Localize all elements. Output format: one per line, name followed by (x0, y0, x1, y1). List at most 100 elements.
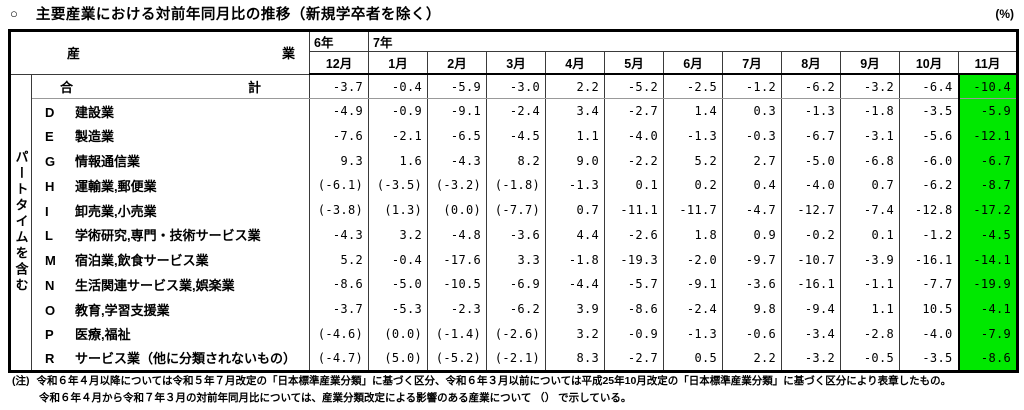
value-cell: 5.2 (309, 247, 370, 272)
value-cell: -5.2 (604, 74, 665, 100)
value-cell: 0.2 (663, 173, 724, 198)
industry-name: 学術研究,専門・技術サービス業 (75, 228, 261, 244)
year-header-6: 6年 (309, 30, 370, 52)
value-cell: -4.0 (604, 123, 665, 149)
table-body: パートタイムを含む 合計 -3.7 -0.4 -5.9 -3.0 2.2 -5.2 -2.5 -1… (9, 74, 1019, 371)
total-row-label: 合計 (30, 74, 311, 100)
industry-code: G (45, 154, 56, 170)
industry-name: 生活関連サービス業,娯楽業 (75, 277, 235, 293)
value-cell: -4.3 (309, 222, 370, 248)
value-cell: -4.7 (722, 197, 783, 223)
value-cell: -9.4 (781, 296, 842, 322)
industry-name: 運輸業,郵便業 (75, 178, 157, 194)
value-cell: -1.3 (663, 321, 724, 347)
value-cell: 0.3 (722, 98, 783, 124)
industry-yoy-table: 産業 6年 7年 12月 1月 2月 3月 4月 5月 6月 7月 8月 9月 10月 11月 パート… (8, 29, 1020, 373)
value-cell-highlighted: -10.4 (957, 74, 1019, 100)
value-cell: -4.9 (309, 98, 370, 124)
industry-code: O (45, 302, 56, 318)
value-cell: 8.2 (486, 148, 547, 173)
value-cell-highlighted: -8.7 (957, 173, 1019, 198)
title-bar: ○ 主要産業における対前年同月比の推移（新規学卒者を除く） (%) (10, 3, 1016, 24)
value-cell: (-4.6) (309, 321, 370, 347)
value-cell-highlighted: -7.9 (957, 321, 1019, 347)
industry-label: N 生活関連サービス業,娯楽業 (30, 272, 311, 297)
table-row: N 生活関連サービス業,娯楽業 -8.6 -5.0 -10.5 -6.9 -4.4 -5.7-… (10, 272, 1019, 297)
value-cell: -12.8 (899, 197, 960, 223)
value-cell: -11.1 (604, 197, 665, 223)
value-cell: 0.7 (840, 173, 901, 198)
industry-label: P 医療,福祉 (30, 321, 311, 347)
value-cell: -6.8 (840, 148, 901, 173)
value-cell: -3.7 (309, 74, 370, 100)
value-cell: 1.6 (368, 148, 429, 173)
unit-label: (%) (995, 6, 1014, 21)
value-cell: (0.0) (427, 197, 488, 223)
value-cell: -2.4 (663, 296, 724, 322)
industry-name: 情報通信業 (75, 154, 141, 170)
value-cell: -3.0 (486, 74, 547, 100)
value-cell-highlighted: -8.6 (957, 346, 1019, 371)
year-header-row: 産業 6年 7年 (8, 30, 1019, 75)
value-cell: 1.4 (663, 98, 724, 124)
industry-name: 卸売業,小売業 (75, 203, 157, 219)
value-cell: 0.4 (722, 173, 783, 198)
month-header: 4月 (545, 51, 606, 75)
value-cell: -3.5 (899, 346, 960, 371)
value-cell: 0.1 (604, 173, 665, 198)
value-cell: -10.5 (427, 272, 488, 297)
value-cell: -8.6 (309, 272, 370, 297)
value-cell: -5.0 (368, 272, 429, 297)
industry-label: D 建設業 (30, 98, 311, 124)
value-cell: -2.5 (663, 74, 724, 100)
industry-code: P (45, 327, 54, 343)
industry-label: H 運輸業,郵便業 (30, 173, 311, 198)
value-cell: 2.7 (722, 148, 783, 173)
row-group-cell: パートタイムを含む (9, 74, 32, 371)
value-cell: -9.1 (427, 98, 488, 124)
value-cell: -3.4 (781, 321, 842, 347)
value-cell: -7.4 (840, 197, 901, 223)
value-cell: (5.0) (368, 346, 429, 371)
value-cell: -9.7 (722, 247, 783, 272)
value-cell: -0.6 (722, 321, 783, 347)
table-row: H 運輸業,郵便業 (-6.1) (-3.5) (-3.2) (-1.8) -1.3 0.1 0… (10, 173, 1019, 198)
value-cell: -5.7 (604, 272, 665, 297)
month-header: 3月 (486, 51, 547, 75)
value-cell: -8.6 (604, 296, 665, 322)
value-cell: -2.1 (368, 123, 429, 149)
value-cell: 1.1 (545, 123, 606, 149)
value-cell: -2.7 (604, 346, 665, 371)
value-cell: -6.2 (899, 173, 960, 198)
value-cell: -0.9 (368, 98, 429, 124)
value-cell: -3.6 (486, 222, 547, 248)
value-cell-highlighted: -17.2 (957, 197, 1019, 223)
value-cell: -0.4 (368, 74, 429, 100)
value-cell: -0.9 (604, 321, 665, 347)
value-cell: -11.7 (663, 197, 724, 223)
value-cell: -1.8 (545, 247, 606, 272)
industry-name: 教育,学習支援業 (75, 302, 170, 318)
value-cell: -4.5 (486, 123, 547, 149)
value-cell: -2.4 (486, 98, 547, 124)
footnote-text-1: 令和６年４月以降については令和５年７月改定の「日本標準産業分類」に基づく区分、令… (36, 375, 952, 387)
industry-name: 宿泊業,飲食サービス業 (75, 253, 209, 269)
page-title: 主要産業における対前年同月比の推移（新規学卒者を除く） (35, 7, 441, 23)
industry-code: H (45, 178, 55, 194)
value-cell: -4.0 (781, 173, 842, 198)
value-cell: -2.3 (427, 296, 488, 322)
value-cell: (-2.6) (486, 321, 547, 347)
value-cell: -0.3 (722, 123, 783, 149)
value-cell: (-3.8) (309, 197, 370, 223)
value-cell: 3.4 (545, 98, 606, 124)
value-cell: -2.8 (840, 321, 901, 347)
value-cell: -16.1 (899, 247, 960, 272)
value-cell: 3.9 (545, 296, 606, 322)
industry-column-header: 産業 (8, 30, 311, 75)
industry-name: 建設業 (75, 104, 115, 120)
month-header: 10月 (899, 51, 960, 75)
month-header: 8月 (781, 51, 842, 75)
value-cell: -6.9 (486, 272, 547, 297)
table-row: O 教育,学習支援業 -3.7 -5.3 -2.3 -6.2 3.9 -8.6 -2.4 9.8-… (10, 296, 1019, 322)
value-cell-highlighted: -14.1 (957, 247, 1019, 272)
